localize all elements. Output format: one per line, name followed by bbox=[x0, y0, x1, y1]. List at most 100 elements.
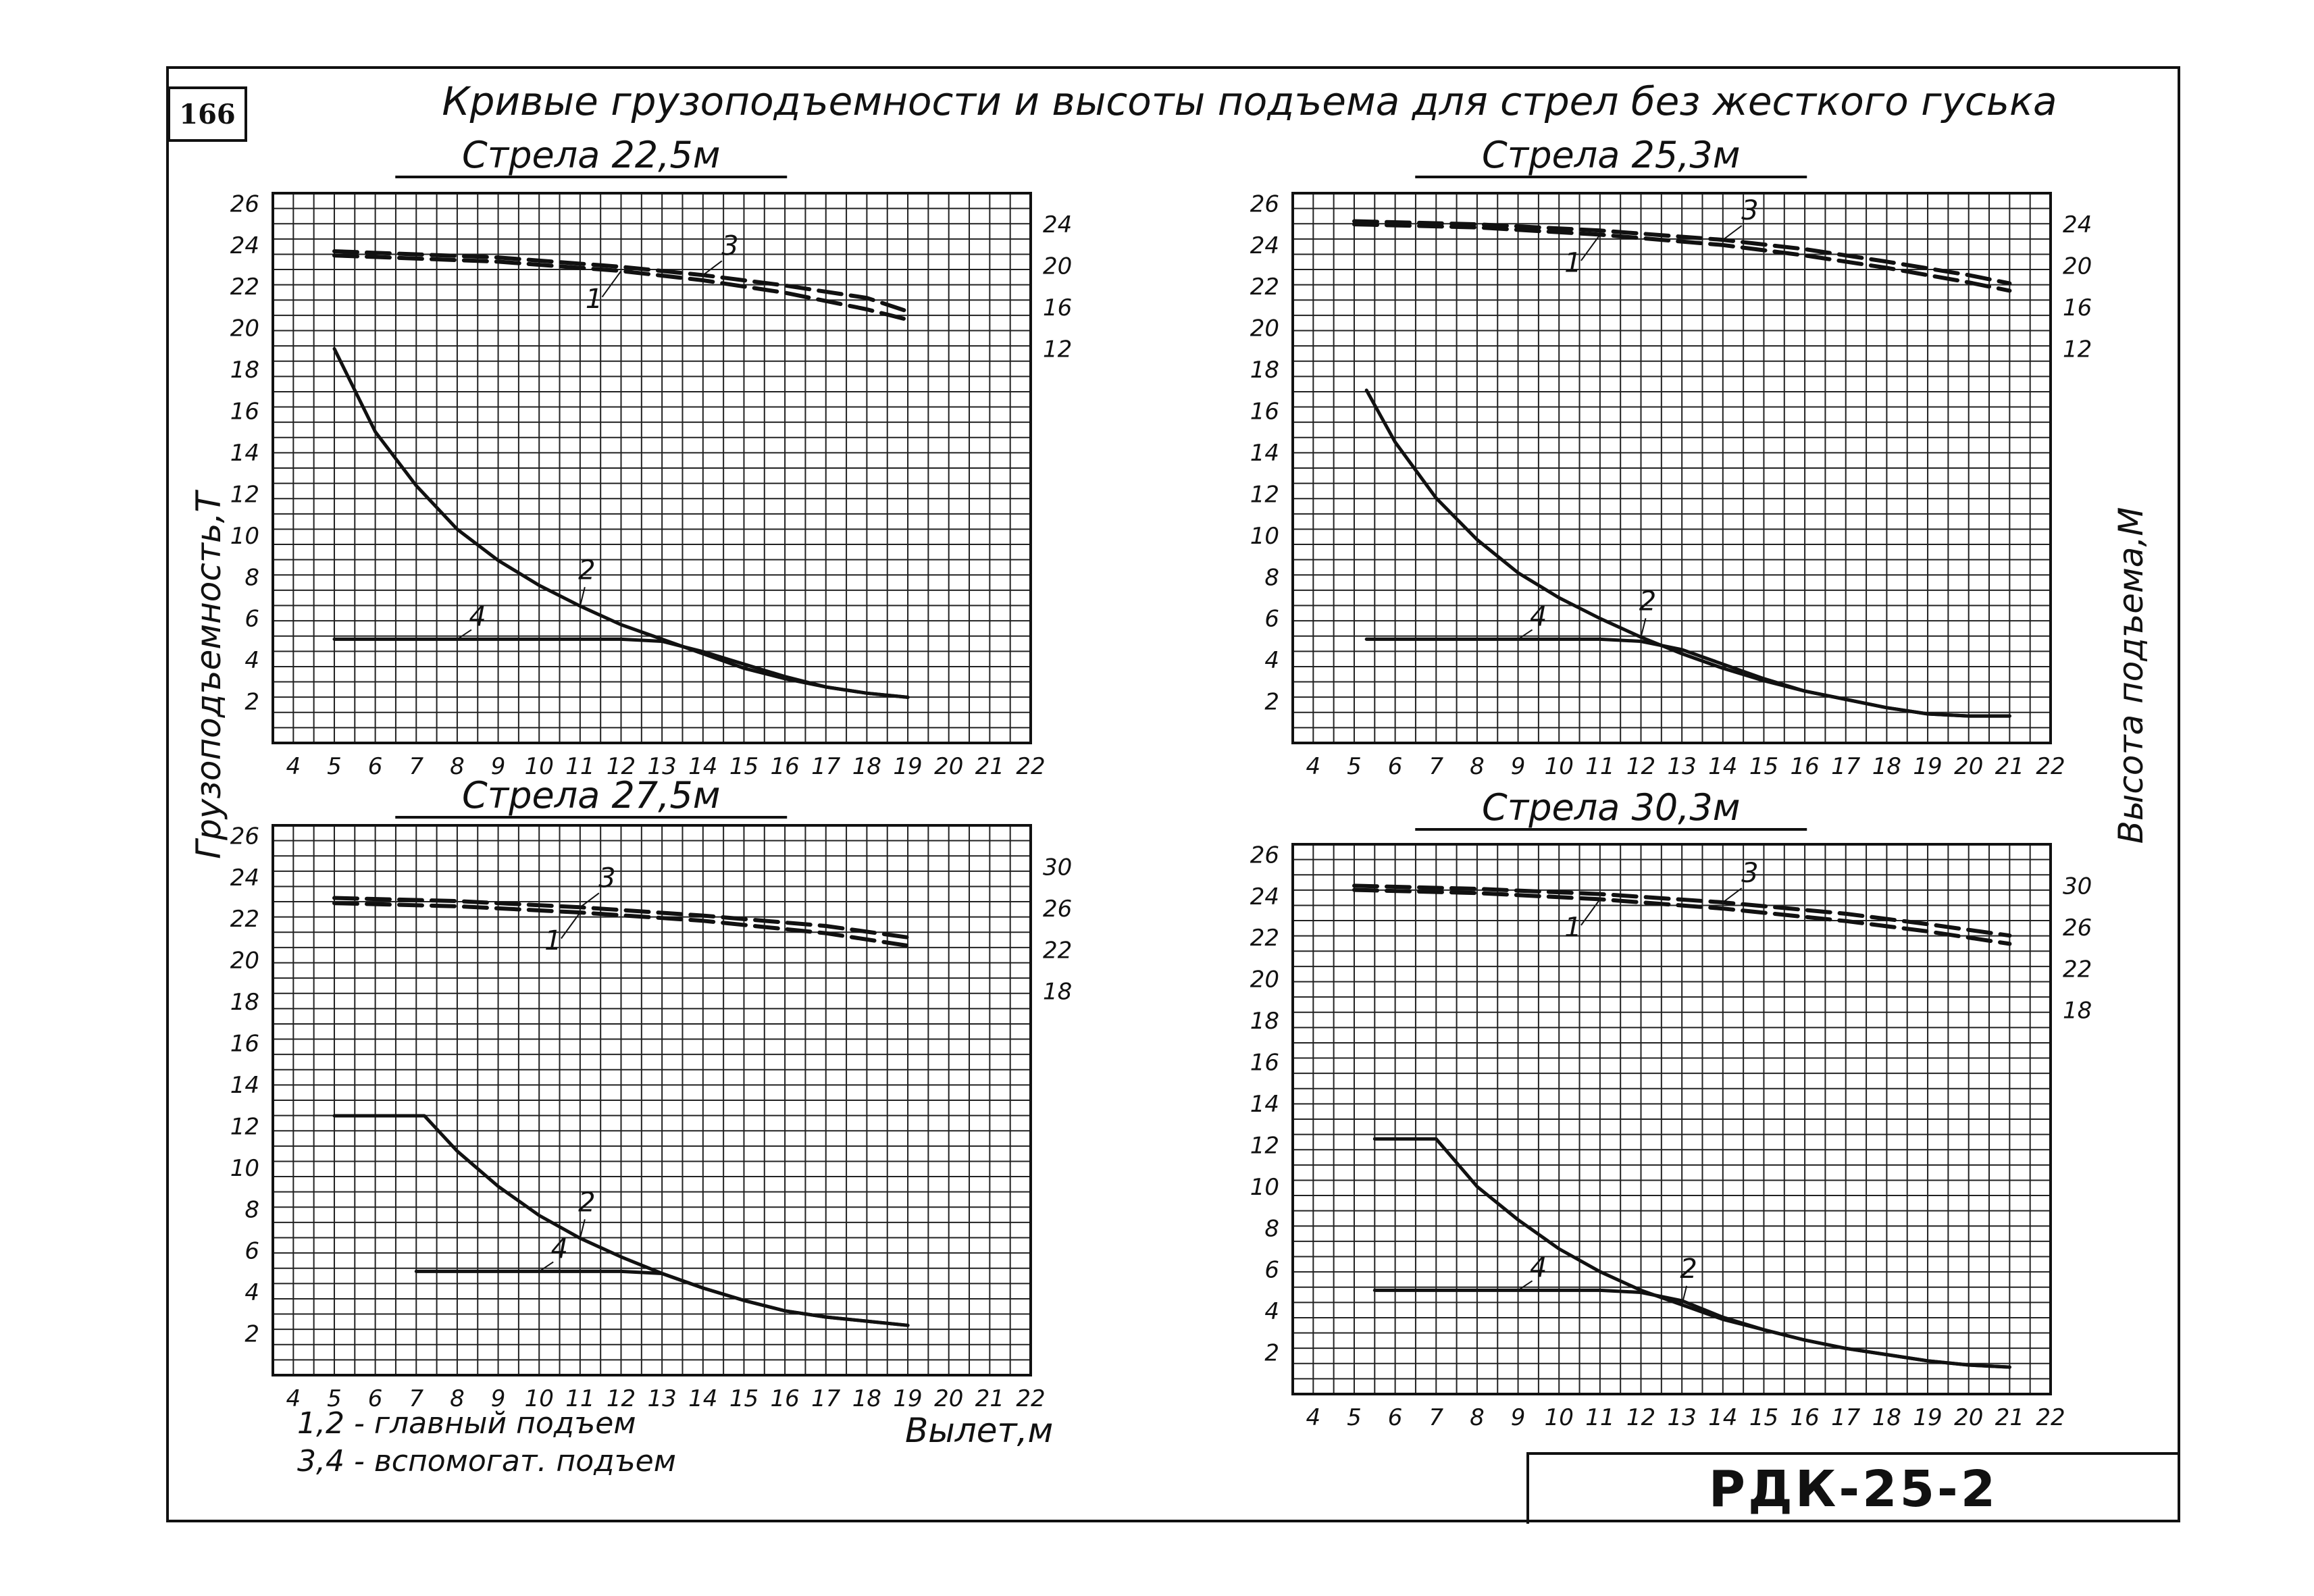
x-tick-label: 11 bbox=[565, 753, 594, 780]
y-left-tick-label: 16 bbox=[230, 1031, 259, 1058]
sheet-title: Кривые грузоподъемности и высоты подъема… bbox=[442, 78, 2057, 124]
series-1-label: 1 bbox=[544, 925, 561, 956]
x-tick-label: 6 bbox=[1388, 753, 1403, 780]
charts-group: Стрела 22,5м4 5 6 7 8 9 10 11 12 13 14 15 16 17 18 19 20… bbox=[230, 134, 2092, 1431]
x-tick-label: 21 bbox=[975, 1385, 1004, 1412]
y-left-tick-label: 6 bbox=[245, 606, 259, 633]
y-left-tick-label: 2 bbox=[1264, 1340, 1279, 1367]
x-tick-label: 11 bbox=[565, 1385, 594, 1412]
y-left-tick-label: 10 bbox=[1250, 523, 1279, 550]
series-3-leader bbox=[1722, 887, 1743, 903]
y-right-tick-label: 24 bbox=[2063, 211, 2092, 238]
x-tick-label: 5 bbox=[1347, 1404, 1362, 1431]
x-tick-label: 21 bbox=[1995, 753, 2024, 780]
y-left-tick-label: 22 bbox=[1250, 925, 1279, 952]
y-left-tick-label: 24 bbox=[230, 232, 259, 259]
y-right-tick-label: 20 bbox=[1043, 253, 1072, 280]
series-1-leader bbox=[601, 270, 622, 298]
series-1-label: 1 bbox=[586, 284, 602, 315]
x-tick-label: 8 bbox=[450, 1385, 465, 1412]
legend: 1,2 - главный подъем 3,4 - вспомогат. по… bbox=[297, 1405, 676, 1481]
series-4-leader bbox=[457, 629, 472, 640]
y-left-tick-label: 8 bbox=[1264, 1215, 1279, 1242]
y-right-tick-label: 26 bbox=[2063, 915, 2092, 942]
x-tick-label: 10 bbox=[525, 753, 554, 780]
y-left-tick-label: 20 bbox=[1250, 315, 1279, 342]
legend-line-aux: 3,4 - вспомогат. подъем bbox=[297, 1444, 676, 1478]
x-tick-label: 9 bbox=[1511, 1404, 1526, 1431]
x-tick-label: 13 bbox=[648, 753, 677, 780]
x-tick-label: 4 bbox=[1306, 1404, 1321, 1431]
y-right-tick-label: 20 bbox=[2063, 253, 2092, 280]
series-1-line bbox=[1352, 222, 2012, 293]
y-left-tick-label: 12 bbox=[230, 1113, 259, 1140]
x-tick-label: 18 bbox=[852, 753, 881, 780]
x-tick-label: 15 bbox=[1749, 1404, 1778, 1431]
y-left-tick-label: 10 bbox=[230, 523, 259, 550]
right-axis-label: Высота подъема,М bbox=[2111, 507, 2151, 844]
x-tick-label: 10 bbox=[525, 1385, 554, 1412]
series-2-label: 2 bbox=[578, 555, 595, 586]
y-right-tick-label: 16 bbox=[2063, 294, 2092, 321]
x-tick-label: 22 bbox=[1016, 1385, 1045, 1412]
y-left-tick-label: 10 bbox=[230, 1155, 259, 1182]
y-left-tick-label: 12 bbox=[230, 481, 259, 508]
series-2-leader bbox=[579, 1219, 586, 1239]
y-left-tick-label: 12 bbox=[1250, 481, 1279, 508]
x-tick-label: 22 bbox=[2036, 753, 2065, 780]
chart-title: Стрела 27,5м bbox=[462, 774, 720, 817]
x-tick-label: 8 bbox=[1470, 753, 1485, 780]
chart-3: Стрела 27,5м4 5 6 7 8 9 10 11 12 13 14 15 16 17 18 19 20… bbox=[230, 774, 1073, 1412]
x-tick-label: 18 bbox=[1872, 1404, 1901, 1431]
y-left-tick-label: 2 bbox=[1264, 689, 1279, 716]
x-tick-label: 14 bbox=[1708, 1404, 1737, 1431]
left-axis-label: Грузоподъемность,Т bbox=[189, 490, 228, 859]
series-2-label: 2 bbox=[1639, 586, 1656, 617]
x-tick-label: 6 bbox=[368, 1385, 383, 1412]
y-left-tick-label: 14 bbox=[1250, 1091, 1279, 1118]
y-left-tick-label: 20 bbox=[230, 315, 259, 342]
x-tick-label: 13 bbox=[648, 1385, 677, 1412]
series-4-line bbox=[1364, 637, 2011, 718]
drawing-code-stamp: РДК-25-2 bbox=[1526, 1452, 2178, 1524]
x-tick-label: 20 bbox=[1954, 753, 1983, 780]
y-left-tick-label: 16 bbox=[230, 398, 259, 426]
series-1-leader bbox=[1580, 234, 1601, 261]
y-left-tick-label: 14 bbox=[1250, 440, 1279, 467]
x-tick-label: 19 bbox=[893, 753, 922, 780]
plot-frame bbox=[272, 192, 1032, 744]
y-left-tick-label: 16 bbox=[1250, 398, 1279, 426]
series-2-leader bbox=[1640, 618, 1647, 638]
series-1-leader bbox=[1580, 898, 1601, 926]
x-tick-label: 9 bbox=[1511, 753, 1526, 780]
y-left-tick-label: 24 bbox=[230, 865, 259, 892]
x-tick-label: 21 bbox=[975, 753, 1004, 780]
y-right-tick-label: 12 bbox=[1043, 336, 1072, 363]
y-left-tick-label: 6 bbox=[245, 1238, 259, 1265]
series-4-label: 4 bbox=[469, 601, 486, 632]
x-tick-label: 9 bbox=[491, 1385, 506, 1412]
x-tick-label: 5 bbox=[1347, 753, 1362, 780]
series-4-label: 4 bbox=[550, 1233, 567, 1264]
x-tick-label: 12 bbox=[1626, 753, 1655, 780]
series-4-label: 4 bbox=[1530, 1252, 1547, 1283]
y-left-tick-label: 8 bbox=[245, 1196, 259, 1223]
x-tick-label: 6 bbox=[368, 753, 383, 780]
y-left-tick-label: 24 bbox=[1250, 883, 1279, 910]
y-right-tick-label: 12 bbox=[2063, 336, 2092, 363]
y-left-tick-label: 14 bbox=[230, 1072, 259, 1099]
x-tick-label: 12 bbox=[607, 1385, 636, 1412]
sheet-border bbox=[166, 66, 2180, 1522]
y-right-tick-label: 30 bbox=[2063, 873, 2092, 900]
x-tick-label: 20 bbox=[934, 1385, 963, 1412]
y-left-tick-label: 4 bbox=[245, 1279, 259, 1306]
plot-frame bbox=[1291, 192, 2052, 744]
chart-title: Стрела 25,3м bbox=[1482, 134, 1740, 176]
x-tick-label: 12 bbox=[607, 753, 636, 780]
x-tick-label: 22 bbox=[1016, 753, 1045, 780]
x-tick-label: 4 bbox=[286, 753, 301, 780]
x-tick-label: 15 bbox=[729, 1385, 759, 1412]
x-tick-label: 16 bbox=[1790, 1404, 1819, 1431]
chart-2: Стрела 25,3м4 5 6 7 8 9 10 11 12 13 14 15 16 17 18 19 20… bbox=[1250, 134, 2092, 780]
chart-title: Стрела 30,3м bbox=[1482, 786, 1740, 829]
